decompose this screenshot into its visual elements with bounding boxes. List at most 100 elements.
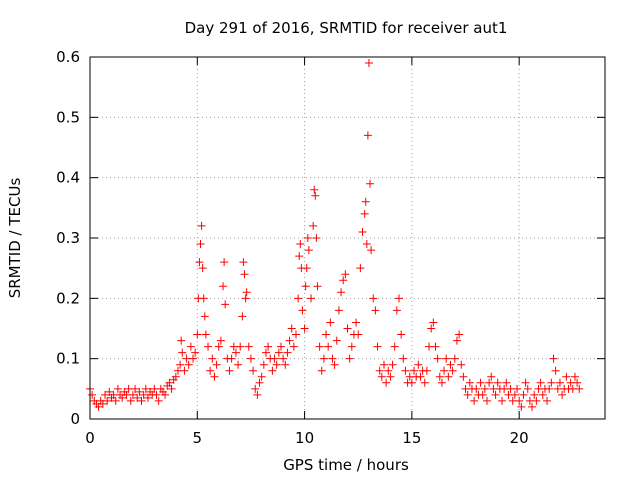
data-point (362, 240, 371, 249)
data-point (547, 378, 556, 387)
data-point (328, 354, 337, 363)
y-axis-label: SRMTID / TECUs (6, 178, 24, 299)
data-point (416, 372, 425, 381)
data-point (446, 360, 455, 369)
data-point (201, 330, 210, 339)
data-point (244, 342, 253, 351)
data-point (450, 354, 459, 363)
data-point (238, 312, 247, 321)
data-point (440, 366, 449, 375)
data-point (363, 131, 372, 140)
data-point (549, 354, 558, 363)
data-point (478, 390, 487, 399)
data-point (382, 378, 391, 387)
data-point (283, 348, 292, 357)
data-point (251, 384, 260, 393)
data-point (131, 384, 140, 393)
data-point (470, 396, 479, 405)
data-point (214, 342, 223, 351)
data-point (410, 366, 419, 375)
data-point (337, 288, 346, 297)
data-point (268, 366, 277, 375)
data-point (231, 348, 240, 357)
data-point (551, 366, 560, 375)
data-point (322, 330, 331, 339)
data-point (364, 59, 373, 68)
data-point (401, 366, 410, 375)
data-point (347, 342, 356, 351)
data-point (212, 360, 221, 369)
y-tick-label: 0.5 (56, 108, 80, 126)
data-point (309, 221, 318, 230)
data-point (332, 336, 341, 345)
data-point (143, 393, 152, 402)
data-point (301, 282, 310, 291)
data-point (255, 378, 264, 387)
data-point (341, 270, 350, 279)
data-point (287, 324, 296, 333)
data-point (236, 342, 245, 351)
data-point (315, 342, 324, 351)
data-point (285, 336, 294, 345)
data-point (133, 393, 142, 402)
data-point (171, 372, 180, 381)
data-point (312, 234, 321, 242)
data-point (354, 330, 363, 339)
data-point (94, 402, 103, 411)
data-point (296, 240, 305, 249)
data-point (431, 342, 440, 351)
data-point (459, 372, 468, 381)
data-point (295, 252, 304, 261)
data-point (377, 372, 386, 381)
data-point (135, 387, 144, 396)
data-point (239, 258, 248, 267)
chart-title: Day 291 of 2016, SRMTID for receiver aut… (185, 19, 508, 37)
data-point (543, 396, 552, 405)
y-tick-label: 0.1 (56, 350, 80, 368)
data-point (457, 360, 466, 369)
data-point (200, 312, 209, 321)
data-point (407, 378, 416, 387)
data-point (414, 360, 423, 369)
data-point (292, 330, 300, 339)
data-point (345, 354, 354, 363)
x-tick-label: 0 (85, 429, 95, 447)
data-point (167, 384, 176, 393)
data-point (487, 372, 496, 381)
data-point (361, 197, 370, 206)
data-point (193, 330, 202, 339)
data-point (360, 209, 369, 218)
data-point (303, 234, 312, 242)
data-point (517, 402, 526, 411)
data-point (191, 348, 200, 357)
y-tick-label: 0.4 (56, 169, 80, 187)
data-point (137, 396, 146, 405)
ticks-layer: 0 0.1 0.2 0.3 0.4 0.5 0.6 0 5 10 15 20 (56, 48, 605, 447)
data-point (397, 330, 406, 339)
data-point (276, 342, 285, 351)
data-point (216, 336, 225, 345)
data-point (195, 258, 204, 267)
data-point (161, 390, 170, 399)
data-point (386, 372, 395, 381)
data-point (367, 246, 376, 255)
data-point (371, 306, 380, 315)
data-point (227, 354, 236, 363)
data-point (472, 384, 481, 393)
data-point (538, 390, 547, 399)
data-point (452, 336, 461, 345)
data-point (281, 360, 290, 369)
data-point (220, 258, 229, 267)
data-point (437, 378, 446, 387)
data-point (186, 342, 195, 351)
data-point (485, 378, 494, 387)
data-point (513, 384, 522, 393)
data-point (176, 360, 185, 369)
data-point (575, 384, 584, 393)
data-point (532, 396, 541, 405)
data-point (379, 360, 388, 369)
data-point (384, 366, 393, 375)
x-axis-label: GPS time / hours (283, 456, 409, 474)
data-point (246, 354, 255, 363)
data-point (307, 294, 316, 303)
